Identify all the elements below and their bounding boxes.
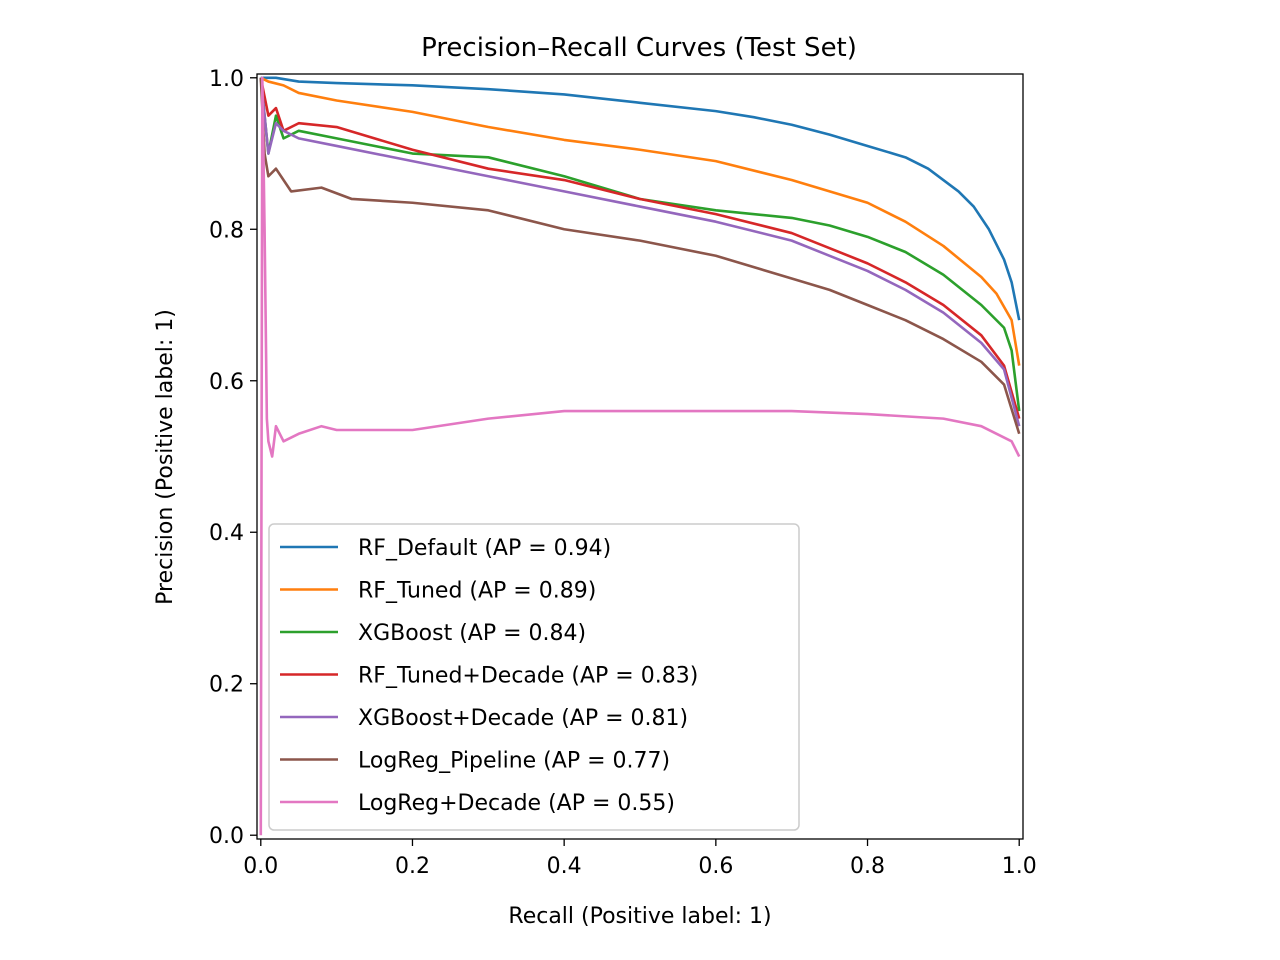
series-line-2 <box>260 76 1021 366</box>
x-tick-label: 0.8 <box>850 854 885 879</box>
series-line-3 <box>259 77 1021 412</box>
plot-frame <box>256 73 1024 840</box>
series-line-1 <box>260 76 1021 321</box>
y-axis-label: Precision (Positive label: 1) <box>153 309 178 605</box>
chart-title: Precision–Recall Curves (Test Set) <box>421 33 857 63</box>
y-tick-label: 0.6 <box>209 370 244 395</box>
series-line-7 <box>259 76 1021 836</box>
y-tick-label: 1.0 <box>209 67 244 92</box>
x-tick-label: 1.0 <box>1002 854 1037 879</box>
series-layer <box>259 76 1021 836</box>
legend-frame <box>268 523 800 831</box>
x-axis-label: Recall (Positive label: 1) <box>508 904 771 929</box>
x-axis: 0.0 0.2 0.4 0.6 0.8 1.0 <box>243 839 1037 879</box>
legend-label: RF_Default (AP = 0.94) <box>358 536 611 561</box>
x-tick-label: 0.0 <box>243 854 278 879</box>
y-tick-label: 0.0 <box>209 824 244 849</box>
legend-label: RF_Tuned (AP = 0.89) <box>358 579 596 604</box>
legend-label: XGBoost (AP = 0.84) <box>358 621 586 646</box>
x-tick-label: 0.4 <box>547 854 582 879</box>
legend-label: LogReg_Pipeline (AP = 0.77) <box>358 749 670 774</box>
y-tick-label: 0.4 <box>209 521 244 546</box>
legend-label: XGBoost+Decade (AP = 0.81) <box>358 706 688 731</box>
x-tick-label: 0.6 <box>698 854 733 879</box>
series-line-6 <box>259 77 1021 435</box>
legend: RF_Default (AP = 0.94) RF_Tuned (AP = 0.8… <box>268 523 800 831</box>
y-tick-label: 0.8 <box>209 218 244 243</box>
legend-label: LogReg+Decade (AP = 0.55) <box>358 791 675 816</box>
x-tick-label: 0.2 <box>395 854 430 879</box>
y-axis: 0.0 0.2 0.4 0.6 0.8 1.0 <box>209 67 257 849</box>
y-tick-label: 0.2 <box>209 673 244 698</box>
series-line-5 <box>259 77 1021 427</box>
legend-label: RF_Tuned+Decade (AP = 0.83) <box>358 664 698 689</box>
